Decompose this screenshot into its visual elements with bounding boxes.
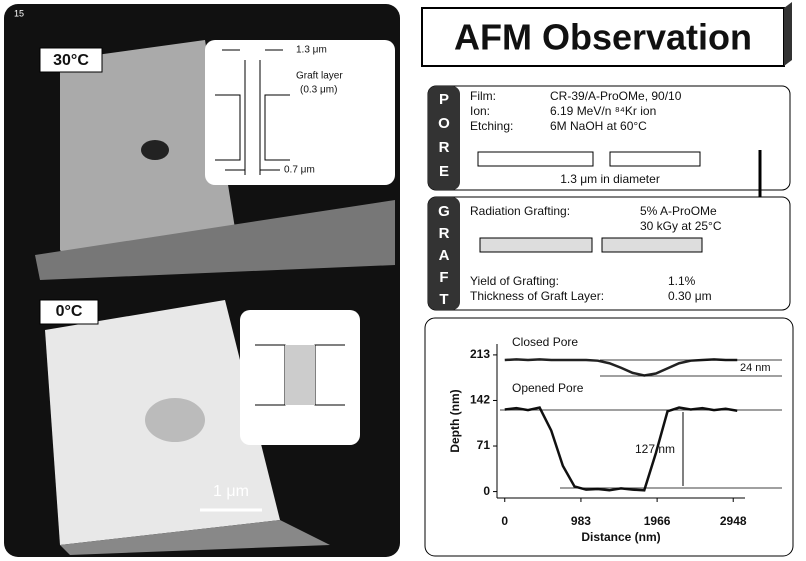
- inset: [205, 40, 395, 185]
- graft-text: Yield of Grafting:: [470, 274, 559, 288]
- pore-spot: [141, 140, 169, 160]
- pore-text: Film:: [470, 89, 496, 103]
- pore-text: Ion:: [470, 104, 490, 118]
- film: [480, 238, 592, 252]
- temp-label: 0°C: [56, 303, 83, 320]
- tab-letter: E: [439, 163, 449, 180]
- y-tick-label: 213: [470, 347, 490, 361]
- series-label: Closed Pore: [512, 335, 578, 349]
- title-shadow: [784, 2, 792, 66]
- film: [602, 238, 702, 252]
- y-tick-label: 142: [470, 393, 490, 407]
- graft-text: Thickness of Graft Layer:: [470, 289, 604, 303]
- pore-text: CR-39/A-ProOMe, 90/10: [550, 89, 682, 103]
- x-tick-label: 0: [501, 514, 508, 528]
- inset-label: 1.3 μm: [296, 45, 327, 56]
- text: 5% A-ProOMe: [640, 204, 717, 218]
- y-tick-label: 71: [477, 438, 491, 452]
- graft-text: 1.1%: [668, 274, 696, 288]
- tab-letter: R: [439, 225, 450, 242]
- tab-letter: T: [439, 291, 448, 308]
- y-label: Depth (nm): [448, 389, 462, 452]
- title: AFM Observation: [454, 17, 752, 58]
- x-tick-label: 983: [571, 514, 591, 528]
- tab-letter: A: [439, 247, 450, 264]
- graft-text: 0.30 μm: [668, 289, 712, 303]
- annotation: 127 nm: [635, 442, 675, 456]
- film: [610, 152, 700, 166]
- annotation: 24 nm: [740, 362, 771, 374]
- pore-text: 6M NaOH at 60°C: [550, 119, 647, 133]
- tab-letter: G: [438, 203, 450, 220]
- x-tick-label: 2948: [720, 514, 747, 528]
- tab-letter: P: [439, 91, 449, 108]
- y-tick-label: 0: [483, 484, 490, 498]
- inset-label: 0.7 μm: [284, 165, 315, 176]
- temp-label: 30°C: [53, 52, 89, 69]
- pore-text: 6.19 MeV/n ⁸⁴Kr ion: [550, 104, 656, 118]
- inset-label: (0.3 μm): [300, 85, 337, 96]
- page-number: 15: [14, 8, 24, 18]
- tab-letter: O: [438, 115, 450, 132]
- text: 30 kGy at 25°C: [640, 219, 722, 233]
- film: [478, 152, 593, 166]
- x-tick-label: 1966: [644, 514, 671, 528]
- slide: 15 30°C 0°C 1 μm 1.3 μm Graft layer (0.3…: [0, 0, 806, 561]
- scale-label: 1 μm: [213, 483, 249, 500]
- x-label: Distance (nm): [581, 530, 660, 544]
- text: Radiation Grafting:: [470, 204, 570, 218]
- series-label: Opened Pore: [512, 381, 584, 395]
- caption: 1.3 μm in diameter: [560, 172, 660, 186]
- tab-letter: F: [439, 269, 448, 286]
- pore-text: Etching:: [470, 119, 513, 133]
- inset-label: Graft layer: [296, 71, 343, 82]
- pore-shadow: [145, 398, 205, 442]
- tab-letter: R: [439, 139, 450, 156]
